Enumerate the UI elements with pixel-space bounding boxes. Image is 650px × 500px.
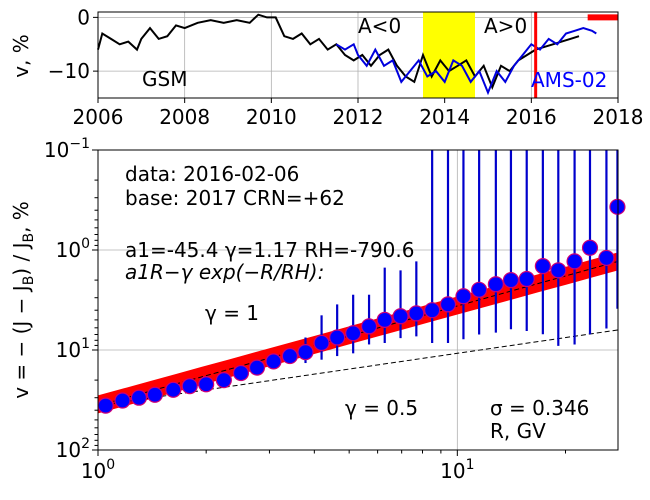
data-point: [502, 272, 520, 289]
data-point: [392, 308, 409, 325]
gsm-label: GSM: [142, 67, 187, 91]
bottom-frame: [97, 149, 619, 451]
gsm-series-line: [97, 13, 580, 90]
data-point: [424, 302, 441, 319]
gamma-1-label: γ = 1: [205, 301, 259, 325]
top-y-axis-label: v, %: [9, 34, 33, 78]
top-x-tick-label: 2010: [246, 105, 297, 129]
data-point: [146, 386, 164, 403]
a-negative-label: A<0: [358, 14, 401, 38]
top-x-tick-label: 2008: [159, 105, 210, 129]
data-point: [598, 249, 615, 267]
top-y-tick-label: 0: [77, 5, 90, 29]
top-x-tick-label: 2016: [506, 105, 557, 129]
data-point: [97, 397, 114, 414]
ams02-series-line: [335, 27, 597, 96]
data-point: [439, 296, 457, 313]
data-point: [408, 305, 425, 322]
top-x-tick-label: 2014: [419, 105, 470, 129]
bottom-y-tick-label: 100: [56, 236, 90, 262]
data-point: [581, 239, 599, 256]
data-point: [329, 329, 346, 346]
data-point: [534, 258, 551, 275]
data-point: [114, 392, 131, 409]
top-x-tick-label: 2018: [593, 105, 644, 129]
data-date-label: data: 2016-02-06: [125, 162, 299, 186]
bottom-x-tick-label: 100: [81, 457, 115, 483]
bottom-y-tick-label: 101: [56, 336, 90, 362]
data-point: [455, 288, 472, 305]
data-point: [518, 270, 535, 288]
bottom-plot-area: [98, 150, 618, 450]
reversal-band: [423, 12, 475, 98]
fit-params-label: a1=-45.4 γ=1.17 RH=-790.6: [125, 238, 415, 262]
data-point: [609, 198, 626, 215]
top-x-tick-label: 2012: [333, 105, 384, 129]
bottom-y-axis-label: v = − (J − JB) / JB, %: [9, 201, 37, 399]
data-point: [165, 381, 182, 398]
data-point: [248, 359, 266, 376]
ams02-label: AMS-02: [531, 68, 607, 92]
data-point: [376, 311, 393, 328]
data-point: [566, 253, 583, 270]
sigma-label: σ = 0.346: [490, 396, 589, 420]
data-point: [198, 376, 215, 393]
fit-formula-label: a1R−γ exp(−R/RH):: [125, 260, 324, 284]
base-marker: [587, 14, 618, 21]
bottom-x-tick-label: 101: [440, 457, 474, 483]
data-point: [297, 344, 314, 361]
data-point: [232, 364, 250, 382]
bottom-panel: 100 101 10−1 100 101 102 data: 2016-02-06 bas…: [9, 136, 626, 483]
data-point: [313, 334, 330, 352]
data-point: [281, 347, 298, 365]
x-axis-label: R, GV: [490, 419, 546, 443]
top-x-tick-label: 2006: [73, 105, 124, 129]
base-label: base: 2017 CRN=+62: [125, 186, 345, 210]
bottom-y-tick-label: 10−1: [44, 136, 90, 162]
top-panel: 2006 2008 2010 2012 2014 2016 2018 0 −10 GSM A<0…: [9, 5, 643, 129]
data-point: [471, 281, 488, 298]
data-point: [345, 325, 362, 342]
data-point: [360, 318, 378, 335]
data-point: [487, 276, 504, 293]
gamma-05-label: γ = 0.5: [345, 396, 418, 420]
bottom-y-tick-label: 102: [56, 436, 90, 462]
data-point: [181, 378, 198, 395]
a-positive-label: A>0: [484, 14, 527, 38]
top-y-tick-label: −10: [48, 59, 90, 83]
data-point: [130, 389, 148, 406]
data-point: [215, 372, 232, 389]
data-point: [265, 353, 282, 370]
data-point: [550, 262, 567, 279]
